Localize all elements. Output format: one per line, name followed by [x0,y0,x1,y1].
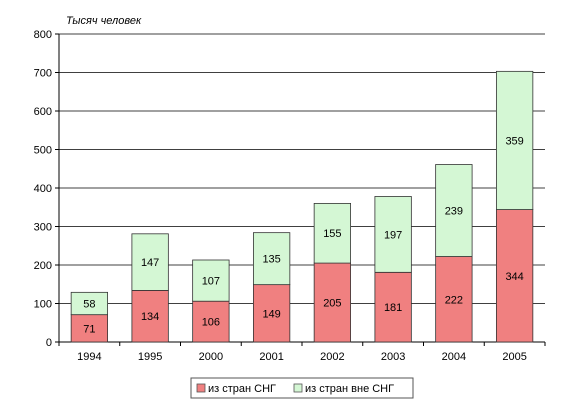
bar-segment-non-cis [374,196,412,273]
data-label: 344 [505,271,523,283]
bar-segment-cis [374,271,412,343]
y-tick-label: 0 [46,337,52,349]
data-labels: 71 58 134 147 106 107 149 135 205 155 181 197 222 239… [83,135,524,335]
y-tick-label: 800 [34,29,52,41]
x-tick-label: 2002 [320,351,344,363]
data-label: 71 [83,323,95,335]
x-tick-label: 2004 [442,351,466,363]
y-tick-label: 400 [34,183,52,195]
bars [70,70,534,343]
bar-segment-non-cis [313,202,351,264]
legend-label-cis: из стран СНГ [208,383,276,395]
data-label: 197 [384,229,402,241]
legend-label-non-cis: из стран вне СНГ [305,383,394,395]
y-tick-labels: 0 100 200 300 400 500 600 700 800 [34,29,52,349]
data-label: 222 [445,294,463,306]
unit-label: Тысяч человек [66,15,142,27]
x-tick-label: 2005 [502,351,526,363]
y-tick-label: 100 [34,299,52,311]
bar-segment-cis [192,300,230,343]
data-label: 106 [202,317,220,329]
bar-segment-non-cis [192,259,230,302]
bar-segment-cis [313,262,351,343]
data-label: 181 [384,302,402,314]
x-tick-label: 1994 [77,351,101,363]
data-label: 147 [141,257,159,269]
data-label: 149 [262,308,280,320]
x-tick-labels: 1994 1995 2000 2001 2002 2003 2004 2005 [77,351,527,363]
bar-segment-non-cis [435,164,473,257]
y-tick-label: 200 [34,260,52,272]
y-tick-label: 700 [34,68,52,80]
bar-segment-cis [435,256,473,343]
bar-segment-cis [70,314,109,343]
bar-segment-non-cis [131,233,169,291]
data-label: 135 [262,254,280,266]
bar-segment-cis [495,209,534,343]
legend-swatch-non-cis [293,383,303,393]
x-tick-label: 2000 [199,351,223,363]
data-label: 239 [445,206,463,218]
x-tick-label: 2001 [259,351,283,363]
bar-segment-cis [131,290,169,343]
bar-segment-non-cis [252,232,291,286]
data-label: 134 [141,311,159,323]
bar-segment-non-cis [70,291,109,316]
legend-swatch-cis [196,383,206,393]
data-label: 155 [323,228,341,240]
data-label: 359 [505,135,523,147]
x-tick-label: 1995 [138,351,162,363]
x-tick-label: 2003 [381,351,405,363]
bar-segment-cis [252,284,291,343]
y-tick-label: 300 [34,222,52,234]
y-tick-label: 600 [34,106,52,118]
legend: из стран СНГ из стран вне СНГ [190,377,414,399]
data-label: 205 [323,298,341,310]
data-label: 58 [83,299,95,311]
data-label: 107 [202,276,220,288]
bar-segment-non-cis [495,70,534,210]
y-tick-label: 500 [34,145,52,157]
